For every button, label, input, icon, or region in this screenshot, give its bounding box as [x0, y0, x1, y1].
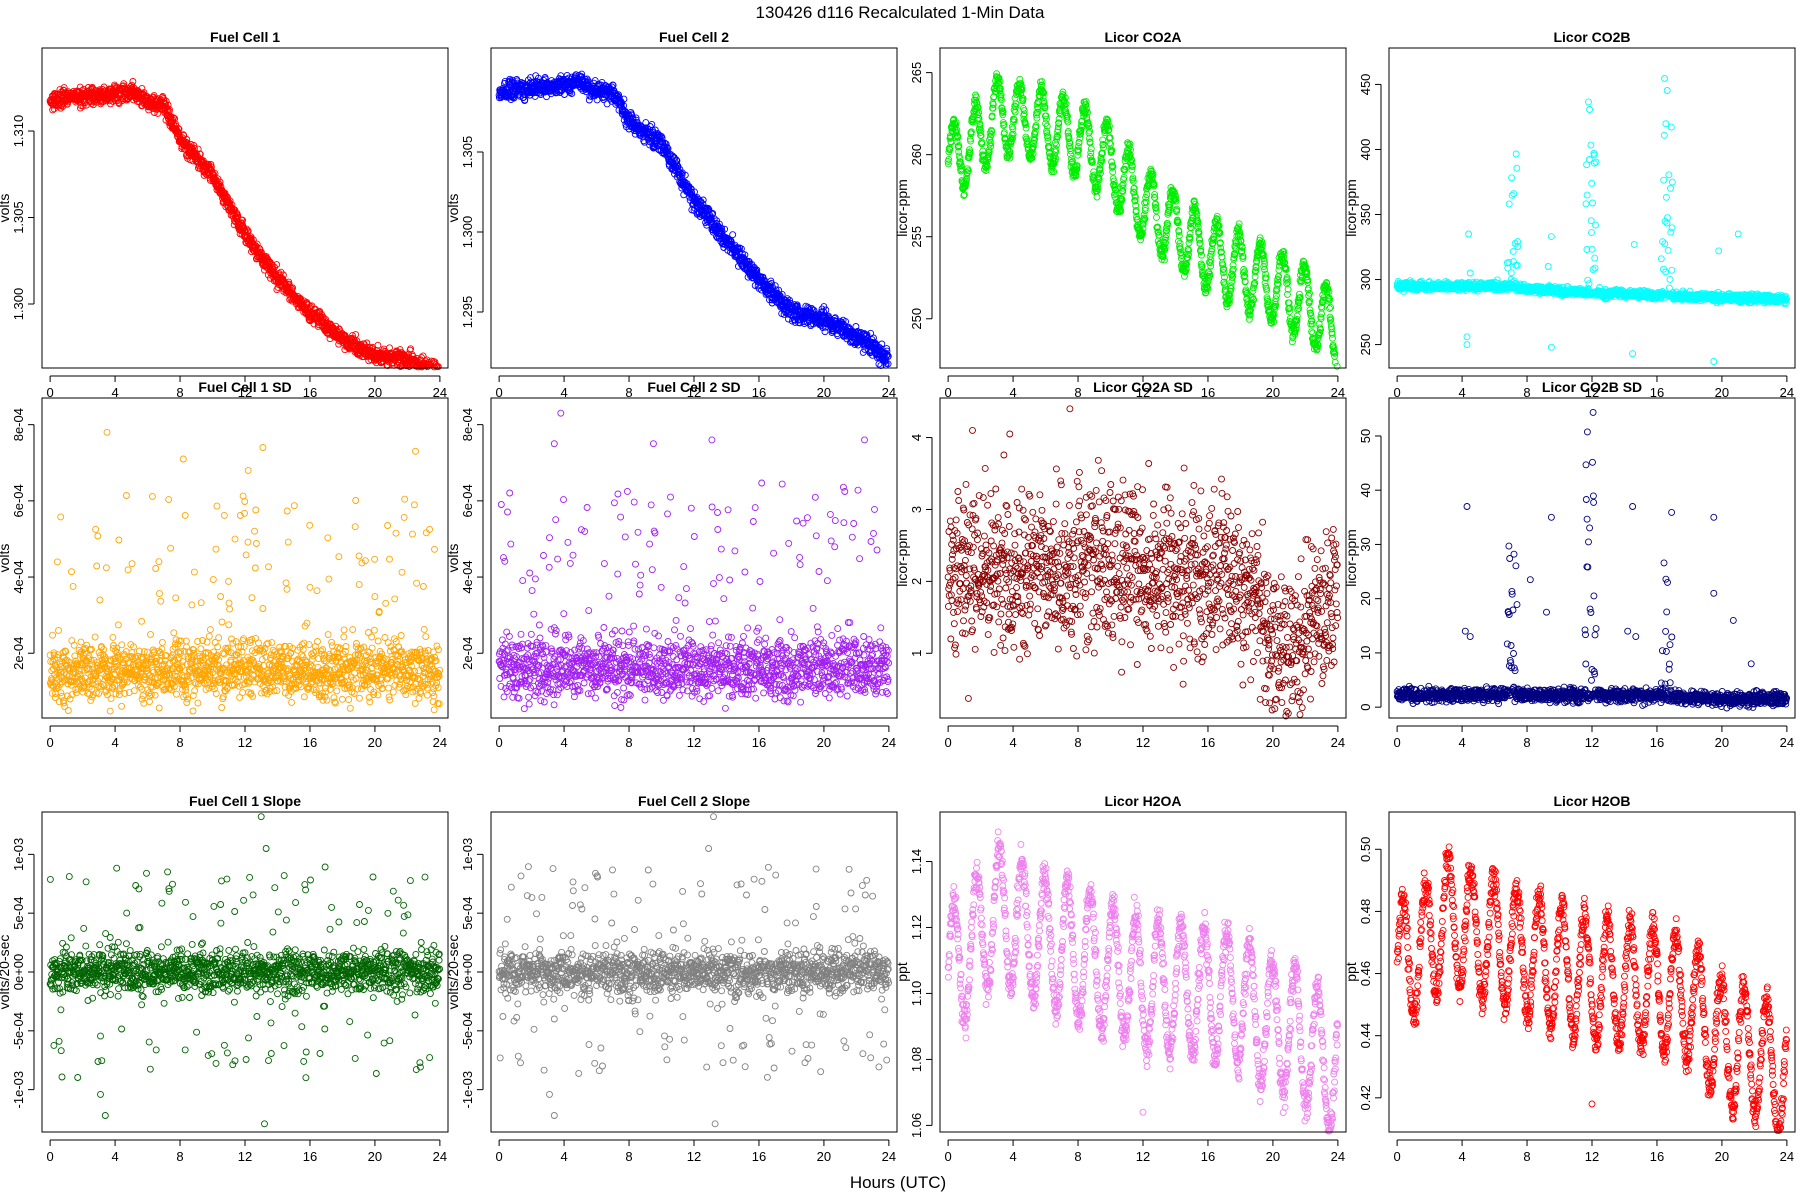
- panel-grid: Fuel Cell 10 4 8 12 16 20 241.3001.3051.310vol…: [0, 29, 1795, 1164]
- panel-licor-co2a: Licor CO2A0 4 8 12 16 20 24250255260265licor-p…: [894, 29, 1346, 400]
- data-point: [1509, 175, 1515, 181]
- data-point: [1154, 214, 1160, 220]
- y-tick-label: 260: [909, 144, 924, 166]
- data-point: [1113, 191, 1119, 197]
- panel-title: Fuel Cell 1: [210, 29, 280, 45]
- y-tick-label: 255: [909, 226, 924, 248]
- data-point: [130, 79, 136, 85]
- panel-fuel-cell-1: Fuel Cell 10 4 8 12 16 20 241.3001.3051.310vol…: [0, 29, 448, 400]
- y-axis-label: volts: [445, 194, 461, 223]
- data-point: [1511, 191, 1517, 197]
- y-tick-label: 1.300: [460, 216, 475, 249]
- data-point: [1088, 146, 1094, 152]
- y-tick-label: 265: [909, 62, 924, 84]
- data-point: [1509, 192, 1515, 198]
- panel-licor-co2b: Licor CO2B0 4 8 12 16 20 24250300350400450lico…: [1343, 29, 1795, 400]
- data-point: [730, 232, 736, 238]
- y-tick-label: 1.305: [11, 201, 26, 234]
- data-points: [496, 71, 891, 369]
- data-point: [1510, 248, 1516, 254]
- y-tick-label: 250: [909, 308, 924, 330]
- y-axis: 250 255 260 265: [909, 62, 932, 330]
- data-points: [945, 71, 1340, 370]
- data-point: [1330, 335, 1336, 341]
- y-tick-label: 1.295: [460, 296, 475, 329]
- y-axis: 1.300 1.305 1.310: [11, 115, 34, 321]
- y-axis-label: volts: [0, 194, 12, 223]
- y-tick-label: 1.300: [11, 288, 26, 321]
- data-point: [1506, 201, 1512, 207]
- y-tick-label: 1.310: [11, 115, 26, 148]
- y-axis: 1.295 1.300 1.305: [460, 136, 483, 329]
- panel-title: Licor CO2B: [1553, 29, 1630, 45]
- y-axis-label: licor-ppm: [894, 179, 910, 237]
- panel-fuel-cell-2: Fuel Cell 20 4 8 12 16 20 241.2951.3001.305vol…: [445, 29, 897, 400]
- data-point: [1513, 151, 1519, 157]
- data-point: [1094, 194, 1100, 200]
- data-point: [1508, 270, 1514, 276]
- data-point: [1076, 140, 1082, 146]
- data-point: [1053, 142, 1059, 148]
- data-point: [1514, 165, 1520, 171]
- panel-title: Fuel Cell 2: [659, 29, 729, 45]
- y-tick-label: 1.305: [460, 136, 475, 169]
- panel-title: Licor CO2A: [1104, 29, 1181, 45]
- data-points: [47, 79, 441, 370]
- data-points: [1394, 75, 1790, 364]
- main-title: 130426 d116 Recalculated 1-Min Data: [756, 3, 1045, 22]
